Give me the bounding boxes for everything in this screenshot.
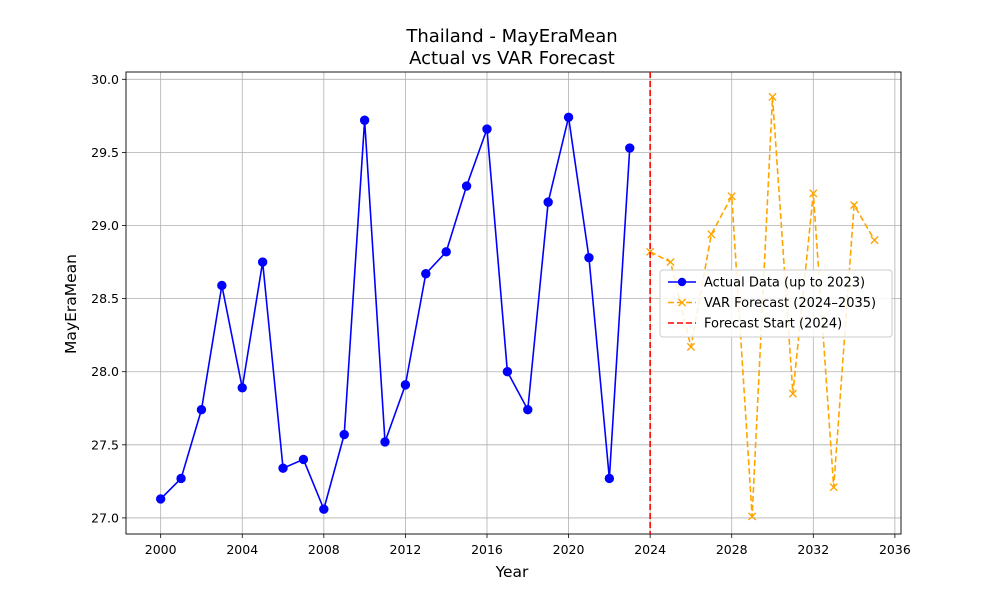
- data-point: [686, 342, 696, 351]
- series-line-0: [160, 117, 631, 512]
- data-point: [400, 380, 411, 390]
- data-point: [217, 280, 227, 291]
- data-point: [482, 124, 492, 134]
- x-tick-label: 2024: [634, 542, 666, 557]
- legend-marker-1: [677, 298, 687, 307]
- data-point: [768, 92, 777, 101]
- data-point: [278, 463, 288, 473]
- y-tick-label: 27.5: [91, 437, 119, 452]
- data-point: [870, 236, 879, 245]
- data-point: [502, 367, 513, 377]
- data-point-stroke: [768, 92, 777, 101]
- legend-box: [659, 269, 893, 338]
- y-tick-label: 27.0: [91, 510, 119, 525]
- legend-label-2: Forecast Start (2024): [704, 317, 842, 332]
- data-point: [523, 405, 533, 415]
- x-tick-label: 2000: [145, 542, 177, 557]
- data-point: [646, 247, 655, 256]
- data-point: [584, 252, 594, 263]
- y-tick-label: 29.5: [91, 145, 119, 160]
- data-point: [604, 473, 615, 484]
- legend-marker-stroke: [677, 298, 687, 307]
- x-tick-label: 2036: [879, 542, 911, 557]
- data-point-stroke: [686, 342, 696, 351]
- data-point-stroke: [829, 483, 838, 492]
- data-point-stroke: [727, 192, 736, 201]
- series-layer: [155, 72, 879, 534]
- x-tick-label: 2028: [716, 542, 748, 557]
- data-point: [727, 192, 736, 201]
- data-point: [319, 504, 329, 514]
- data-point: [666, 257, 675, 267]
- data-point-stroke: [809, 189, 818, 198]
- data-point: [237, 383, 247, 393]
- data-point: [625, 143, 635, 153]
- chart-title-line1: Thailand - MayEraMean: [405, 26, 617, 47]
- data-point: [829, 483, 838, 492]
- x-axis-label: Year: [495, 563, 529, 581]
- data-point: [380, 437, 390, 447]
- data-point: [339, 429, 349, 440]
- x-tick-label: 2032: [797, 542, 829, 557]
- x-tick-label: 2020: [553, 542, 585, 557]
- data-point-stroke: [849, 200, 859, 210]
- data-point: [849, 200, 859, 210]
- data-point: [298, 454, 309, 465]
- data-point: [707, 230, 716, 239]
- legend-marker-0: [677, 277, 687, 287]
- data-point: [809, 189, 818, 198]
- data-point: [461, 181, 472, 191]
- legend: Actual Data (up to 2023) VAR Forecast (20…: [659, 269, 893, 338]
- data-point: [748, 512, 757, 521]
- axes: 2000 2004 2008 2012 2016 2020 2024 2028 2032 2036…: [91, 71, 911, 557]
- data-point: [543, 197, 553, 207]
- y-tick-label: 29.0: [91, 218, 119, 233]
- x-tick-label: 2004: [226, 542, 258, 557]
- y-tick-label: 30.0: [91, 72, 119, 87]
- x-tick-label: 2012: [390, 542, 422, 557]
- data-point-stroke: [646, 247, 655, 256]
- data-point-stroke: [788, 389, 798, 398]
- data-point: [421, 269, 431, 279]
- data-point: [359, 115, 370, 125]
- data-point: [176, 473, 186, 484]
- data-point-stroke: [707, 230, 716, 239]
- y-tick-label: 28.0: [91, 364, 119, 379]
- data-point-stroke: [748, 512, 757, 521]
- chart-title-line2: Actual vs VAR Forecast: [409, 48, 615, 69]
- y-axis-label: MayEraMean: [62, 254, 80, 354]
- y-tick-label: 28.5: [91, 291, 119, 306]
- x-tick-label: 2016: [471, 542, 503, 557]
- data-point: [788, 389, 798, 398]
- data-point: [155, 494, 166, 504]
- data-point: [441, 247, 451, 257]
- data-point-stroke: [870, 236, 879, 245]
- data-point: [257, 257, 268, 267]
- data-point-stroke: [666, 257, 675, 267]
- plot-frame: [125, 71, 902, 535]
- legend-label-0: Actual Data (up to 2023): [704, 276, 865, 291]
- data-point: [196, 405, 207, 415]
- legend-label-1: VAR Forecast (2024–2035): [704, 296, 876, 311]
- data-point: [563, 112, 574, 123]
- x-tick-label: 2008: [308, 542, 340, 557]
